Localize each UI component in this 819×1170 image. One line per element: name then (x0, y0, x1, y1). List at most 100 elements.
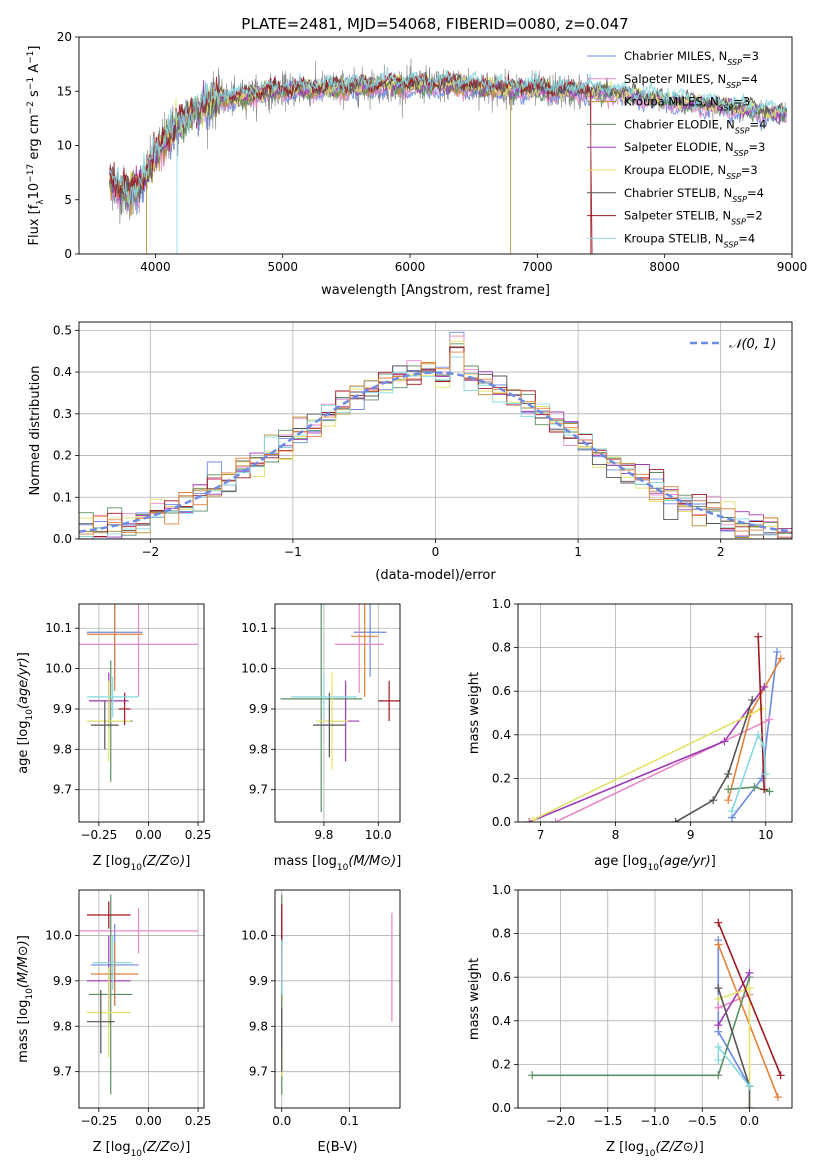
y-tick-label: 10.0 (45, 928, 72, 942)
weight-marker (714, 1021, 723, 1030)
errorbar-point (86, 604, 143, 691)
axes-frame (274, 889, 401, 1109)
x-tick-label: 8000 (649, 260, 680, 274)
weight-marker (724, 770, 733, 779)
y-tick-label: 0 (64, 247, 72, 261)
axes-frame (78, 36, 793, 255)
errorbar-point (351, 604, 379, 697)
y-tick-label: 9.7 (249, 1065, 268, 1079)
x-tick-label: −2.0 (546, 1114, 575, 1128)
spectrum-xlabel: wavelength [Angstrom, rest frame] (321, 283, 550, 298)
y-tick-label: 10.1 (45, 621, 72, 635)
age_vs_mass-plot-area (275, 604, 400, 822)
weight-marker (551, 818, 560, 822)
axes-frame (78, 889, 205, 1109)
weight_vs_age-plot-area (518, 604, 792, 822)
x-tick-label: 0.25 (185, 1114, 212, 1128)
x-tick-label: −0.5 (688, 1114, 717, 1128)
y-tick-label: 9.8 (53, 742, 72, 756)
weight-line-3 (727, 658, 782, 801)
y-tick-label: 9.8 (53, 1019, 72, 1033)
weight-marker (776, 654, 785, 663)
y-tick-label: 0.8 (492, 641, 511, 655)
residuals-legend-label: 𝒩(0, 1) (729, 337, 776, 352)
errorbar-point (86, 989, 115, 1054)
weight-marker (529, 815, 538, 822)
legend-entry: Kroupa MILES, NSSP=3 (624, 95, 750, 113)
y-tick-label: 9.8 (249, 742, 268, 756)
age_vs_mass-xlabel: mass [log10(M/M⊙)] (274, 854, 402, 873)
y-tick-label: 0.2 (492, 771, 511, 785)
legend-entry: Salpeter ELODIE, NSSP=3 (624, 140, 765, 158)
axes-frame (274, 603, 401, 823)
y-tick-label: 5 (64, 193, 72, 207)
errorbar-point (118, 692, 131, 726)
weight-marker (772, 647, 781, 656)
weight-marker (776, 1071, 785, 1080)
x-tick-label: 7000 (522, 260, 553, 274)
weight-marker (761, 770, 770, 779)
legend-entry: Chabrier ELODIE, NSSP=4 (624, 117, 766, 135)
x-tick-label: 0.00 (135, 828, 162, 842)
legend-entry: Salpeter MILES, NSSP=4 (624, 72, 758, 90)
weight_vs_age-xlabel: age [log10(age/yr)] (594, 854, 716, 873)
figure-title: PLATE=2481, MJD=54068, FIBERID=0080, z=0… (241, 15, 628, 33)
y-tick-label: 9.8 (249, 1019, 268, 1033)
x-tick-label: −1 (284, 545, 302, 559)
y-tick-label: 0.0 (53, 532, 72, 546)
weight-marker (745, 1082, 754, 1091)
errorbar-point (90, 700, 119, 750)
weight-marker (714, 984, 723, 993)
spectrum-ylabel: Flux [fλ10−17 erg cm−2 s−1 A−1] (26, 46, 46, 246)
errorbar-point (313, 692, 346, 758)
x-tick-label: −0.25 (80, 828, 117, 842)
age_vs_Z-plot-area (79, 604, 204, 822)
errorbar-point (291, 676, 357, 718)
model-line-6 (109, 72, 787, 204)
weight_vs_Z-plot-area (518, 890, 792, 1108)
x-tick-label: 0.25 (185, 828, 212, 842)
weight-marker (714, 1071, 723, 1080)
spectrum-panel: 4000 5000 6000 7000 8000 9000 0 5 10 15 20 waveleng… (26, 30, 807, 298)
residuals-xlabel: (data-model)/error (375, 568, 496, 583)
weight-line-3 (717, 944, 779, 1098)
weight-marker (727, 807, 736, 816)
model-line-3 (109, 74, 512, 254)
mass_vs_ebv-panel: 0.0 0.1 9.7 9.8 9.9 10.0 E(B-V) (241, 889, 401, 1155)
weight_vs_Z-ylabel: mass weight (467, 958, 482, 1040)
weight-marker (714, 918, 723, 927)
axes-frame (517, 889, 793, 1109)
y-tick-label: 9.9 (249, 974, 268, 988)
x-tick-label: 1 (574, 545, 582, 559)
spectrum-legend: Chabrier MILES, NSSP=3 Salpeter MILES, NS… (587, 49, 766, 249)
x-tick-label: 0.0 (272, 1114, 291, 1128)
weight-marker (757, 704, 766, 713)
y-tick-label: 0.6 (492, 970, 511, 984)
axes-frame (78, 603, 205, 823)
weight-marker (709, 796, 718, 805)
mass_vs_ebv-plot-area (275, 890, 400, 1108)
errorbar-point (90, 942, 139, 1006)
weight-marker (773, 1093, 782, 1102)
y-tick-label: 10.0 (45, 662, 72, 676)
weight-marker (714, 1042, 723, 1051)
y-tick-label: 0.0 (492, 815, 511, 829)
weight-line-6 (532, 707, 763, 821)
weight-marker (714, 1056, 723, 1065)
weight-line-8 (717, 922, 782, 1076)
x-tick-label: 5000 (267, 260, 298, 274)
x-tick-label: −1.5 (593, 1114, 622, 1128)
y-tick-label: 0.4 (492, 1014, 511, 1028)
weight-line-7 (675, 699, 753, 822)
weight-marker (714, 940, 723, 949)
weight-line-5 (528, 686, 765, 822)
y-tick-label: 0.8 (492, 927, 511, 941)
model-line-8 (109, 71, 593, 254)
x-tick-label: 9.8 (314, 828, 333, 842)
weight-marker (714, 1003, 723, 1012)
mass_vs_Z-plot-area (79, 890, 204, 1108)
errorbar-point (79, 908, 199, 954)
y-tick-label: 9.9 (53, 974, 72, 988)
mass_vs_Z-panel: −0.25 0.00 0.25 9.7 9.8 9.9 10.0 Z [log10(Z/Z⊙)… (16, 889, 212, 1159)
y-tick-label: 0.3 (53, 407, 72, 421)
